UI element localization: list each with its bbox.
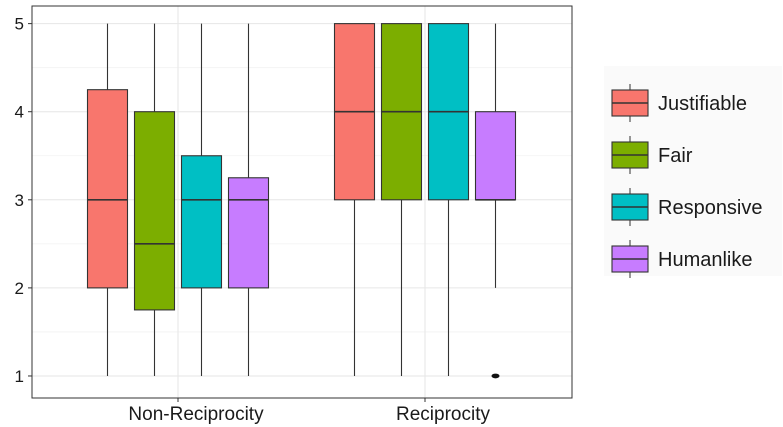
outlier-point — [491, 373, 500, 379]
x-tick-label: Non-Reciprocity — [128, 404, 264, 425]
legend-label: Humanlike — [658, 249, 752, 271]
legend-label: Responsive — [658, 197, 763, 219]
legend: Justifiable Fair Responsive Humanlike — [604, 66, 782, 278]
box-humanlike — [474, 111, 517, 201]
box-layer — [86, 23, 517, 379]
y-tick-label: 4 — [15, 103, 24, 122]
x-tick-label: Reciprocity — [396, 404, 490, 425]
axis-layer: 1 2 3 4 5 Non-Reciprocity Reciprocity — [15, 15, 491, 425]
box-responsive — [180, 155, 223, 289]
legend-label: Justifiable — [658, 93, 747, 115]
y-tick-label: 5 — [15, 15, 24, 34]
y-tick-label: 2 — [15, 279, 24, 298]
box-justifiable — [86, 89, 129, 289]
plot-panel-border — [31, 5, 573, 399]
y-tick-label: 1 — [15, 367, 24, 386]
y-tick-label: 3 — [15, 191, 24, 210]
box-humanlike — [227, 177, 270, 289]
box-fair — [133, 111, 176, 311]
legend-label: Fair — [658, 145, 693, 167]
